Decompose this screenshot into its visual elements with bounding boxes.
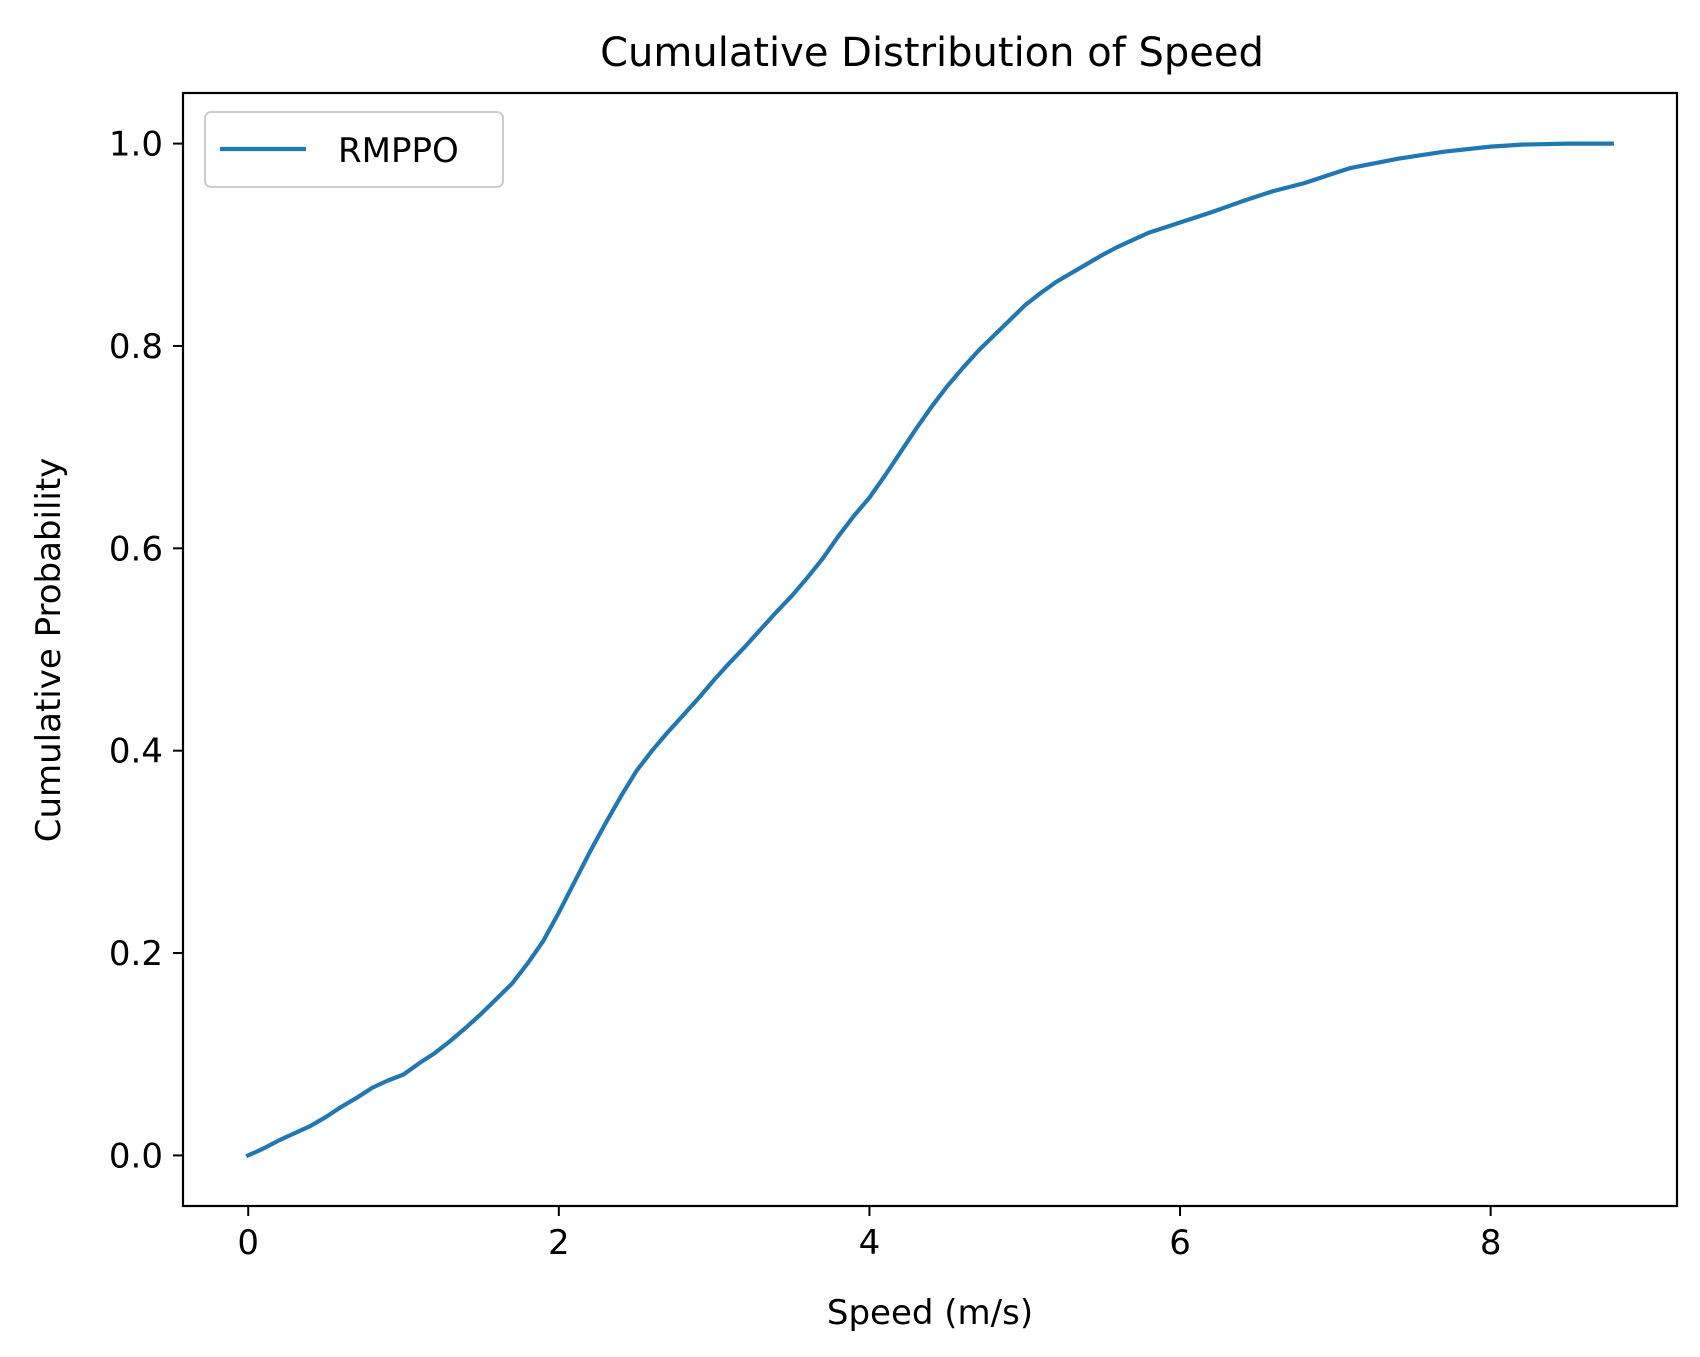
y-axis: 0.0 0.2 0.4 0.6 0.8 1.0 xyxy=(109,125,183,1176)
y-tick-label: 0.4 xyxy=(109,732,163,772)
y-tick-label: 0.6 xyxy=(109,529,163,569)
x-tick-label: 6 xyxy=(1169,1223,1191,1263)
plot-area xyxy=(181,91,1679,1208)
legend-label-rmppo: RMPPO xyxy=(338,131,459,171)
y-axis-label: Cumulative Probability xyxy=(29,458,69,843)
series-line-rmppo xyxy=(245,141,1614,1159)
y-tick-label: 0.8 xyxy=(109,327,163,367)
y-tick-label: 0.0 xyxy=(109,1136,163,1176)
x-axis: 0 2 4 6 8 xyxy=(237,1206,1501,1263)
y-tick-label: 0.2 xyxy=(109,934,163,974)
legend-box xyxy=(204,111,504,188)
y-tick-label: 1.0 xyxy=(109,125,163,165)
x-tick-label: 8 xyxy=(1480,1223,1502,1263)
legend: RMPPO xyxy=(204,111,504,188)
x-tick-label: 4 xyxy=(859,1223,881,1263)
x-tick-label: 0 xyxy=(237,1223,259,1263)
x-axis-label: Speed (m/s) xyxy=(827,1293,1033,1333)
chart-title: Cumulative Distribution of Speed xyxy=(600,30,1264,76)
x-tick-label: 2 xyxy=(548,1223,570,1263)
